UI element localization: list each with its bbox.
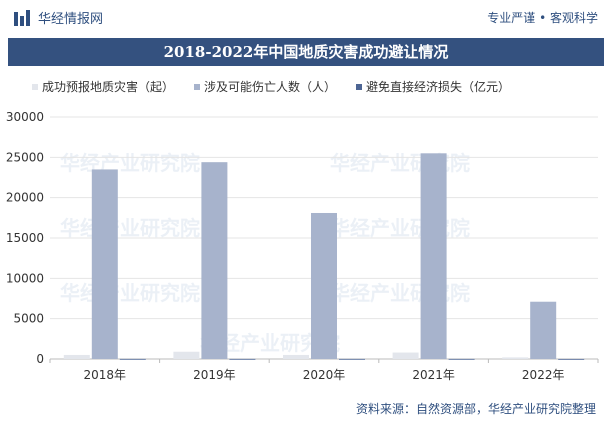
x-tick-label: 2019年 [193,368,236,382]
bar-forecast [502,357,529,359]
legend-item-people: 涉及可能伤亡人数（人） [194,78,336,95]
y-tick-label: 10000 [6,271,44,285]
legend-swatch-loss [356,83,363,90]
y-tick-label: 0 [36,352,44,366]
x-tick-label: 2020年 [303,368,346,382]
bar-people [420,153,447,359]
x-axis: 2018年 2019年 2020年 2021年 2022年 [49,359,599,382]
brand-logo-icon [14,9,32,26]
watermark-text: 华经产业研究院 [330,281,470,305]
watermark-text: 华经产业研究院 [60,216,200,240]
y-tick-label: 5000 [13,312,44,326]
bar-loss [229,358,256,360]
chart-title: 2018-2022年中国地质灾害成功避让情况 [8,38,604,66]
legend-label-people: 涉及可能伤亡人数（人） [204,80,337,94]
bar-forecast [63,354,90,359]
bar-loss [339,358,365,360]
bar-people [530,301,557,359]
bar-people [201,162,228,359]
bar-forecast [283,354,309,359]
bar-loss [448,358,475,360]
y-tick-label: 15000 [6,231,44,245]
legend-swatch-forecast [32,83,38,90]
source-note: 资料来源：自然资源部，华经产业研究院整理 [355,402,596,416]
brand: 华经情报网 [14,8,103,27]
bar-people [91,169,118,359]
bar-people [311,212,337,359]
y-tick-label: 20000 [6,191,44,205]
legend-item-forecast: 成功预报地质灾害（起） [32,78,174,95]
chart-bars [63,153,585,360]
watermark-text: 华经产业研究院 [330,216,470,240]
top-bar: 华经情报网 专业严谨 • 客观科学 [0,0,612,34]
watermark-text: 华经产业研究院 [330,151,470,175]
slogan: 专业严谨 • 客观科学 [487,11,598,25]
legend-item-loss: 避免直接经济损失（亿元） [356,78,510,95]
legend-swatch-people [194,83,201,90]
bar-loss [119,358,146,360]
x-tick-label: 2021年 [412,368,455,382]
chart-legend: 成功预报地质灾害（起） 涉及可能伤亡人数（人） 避免直接经济损失（亿元） [32,78,510,95]
legend-label-forecast: 成功预报地质灾害（起） [42,80,175,94]
y-tick-label: 25000 [6,150,44,164]
watermark-text: 华经产业研究院 [60,151,200,175]
y-axis: 0 5000 10000 15000 20000 25000 30000 [6,110,44,366]
x-tick-label: 2022年 [522,368,565,382]
watermark-text: 华经产业研究院 [60,281,200,305]
bar-loss [558,358,585,360]
x-tick-label: 2018年 [84,368,127,382]
bar-forecast [392,352,419,359]
bar-forecast [173,351,200,359]
brand-name: 华经情报网 [38,12,104,27]
legend-label-loss: 避免直接经济损失（亿元） [366,80,511,94]
y-tick-label: 30000 [6,110,44,124]
